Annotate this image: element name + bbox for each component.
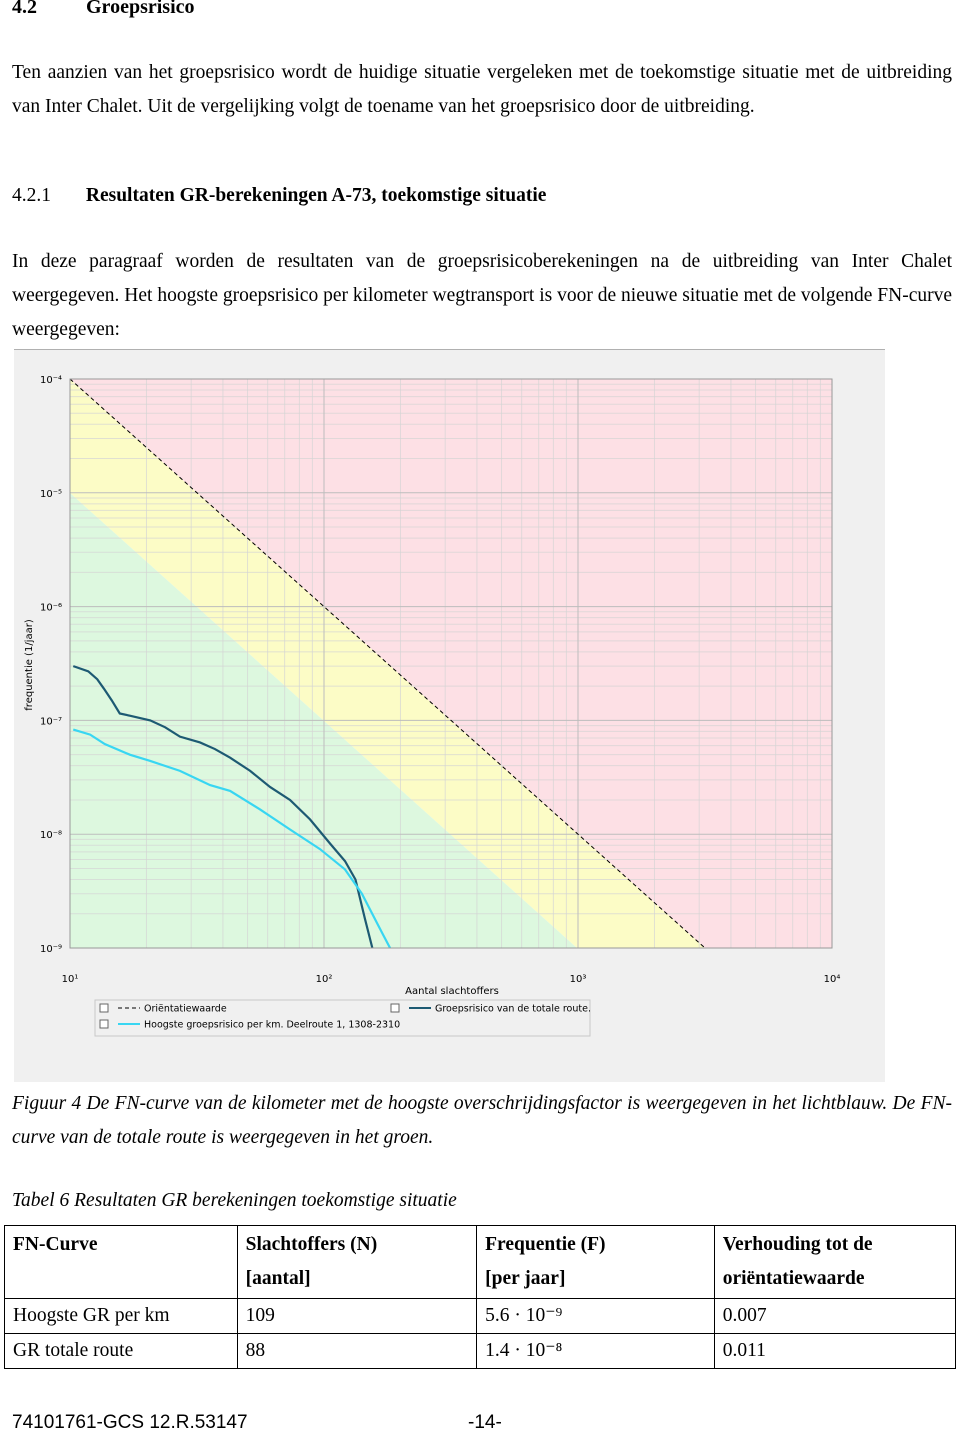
- header-line: Frequentie (F): [485, 1234, 606, 1255]
- x-tick-label: 10⁴: [824, 974, 841, 985]
- legend-checkbox: [390, 1003, 400, 1013]
- legend-label: Hoogste groepsrisico per km. Deelroute 1…: [144, 1020, 400, 1031]
- legend-checkbox: [99, 1003, 109, 1013]
- paragraph: In deze paragraaf worden de resultaten v…: [12, 251, 952, 340]
- x-axis-label: Aantal slachtoffers: [405, 986, 499, 997]
- legend: Oriëntatiewaarde Groepsrisico van de tota…: [99, 1003, 591, 1031]
- grid: [69, 378, 833, 949]
- table-cell: 109: [236, 1298, 478, 1334]
- figure-caption: Figuur 4 De FN-curve van de kilometer me…: [12, 1093, 952, 1148]
- x-tick-label: 10³: [570, 974, 587, 985]
- header-cell: Verhouding tot de oriëntatiewaarde: [713, 1225, 957, 1299]
- table-cell: GR totale route: [4, 1333, 238, 1369]
- header-row: FN-Curve Slachtoffers (N) [aantal] Frequent…: [4, 1225, 957, 1299]
- zone-red: [70, 379, 832, 948]
- table-cell: 0.007: [713, 1298, 957, 1334]
- x-tick-label: 10²: [316, 974, 333, 985]
- table-body: FN-Curve Slachtoffers (N) [aantal] Frequent…: [4, 1225, 957, 1369]
- table-row: Hoogste GR per km 109 5.6 · 10⁻⁹ 0.007: [4, 1298, 957, 1334]
- section-number: 4.2: [12, 0, 37, 18]
- header-line: Verhouding tot de: [722, 1234, 873, 1255]
- section-heading: 4.2 Groepsrisico: [12, 0, 195, 19]
- table-cell: Hoogste GR per km: [4, 1298, 238, 1334]
- header-line: [aantal]: [245, 1268, 311, 1289]
- legend-box: [94, 999, 591, 1037]
- plot: [69, 378, 706, 949]
- table-row: GR totale route 88 1.4 · 10⁻⁸ 0.011: [4, 1333, 957, 1369]
- header-line: Slachtoffers (N): [245, 1234, 378, 1255]
- table-cell: 5.6 · 10⁻⁹: [476, 1298, 715, 1334]
- header-cell: Frequentie (F) [per jaar]: [476, 1225, 715, 1299]
- intro: Ten aanzien van het groepsrisico wordt d…: [12, 62, 952, 117]
- legend-label: Groepsrisico van de totale route.: [435, 1004, 591, 1015]
- y-axis-label: frequentie (1/jaar): [24, 619, 35, 711]
- header-line: FN-Curve: [13, 1234, 98, 1255]
- table-cell: 88: [236, 1333, 478, 1369]
- y-tick-label: 10⁻⁵: [40, 489, 62, 500]
- subsection-number: 4.2.1: [12, 185, 51, 206]
- y-tick-label: 10⁻⁶: [40, 603, 62, 614]
- table-cell: 1.4 · 10⁻⁸: [476, 1333, 715, 1369]
- series-line: [69, 378, 706, 949]
- table-cell: 0.011: [713, 1333, 957, 1369]
- table-caption: Tabel 6 Resultaten GR berekeningen toeko…: [12, 1190, 457, 1211]
- legend-label: Oriëntatiewaarde: [144, 1004, 227, 1015]
- chart: frequentie (1/jaar) Aantal slachtoffers …: [14, 349, 885, 1082]
- series-line: [72, 728, 392, 949]
- x-tick-label: 10¹: [62, 974, 79, 985]
- section-title: Groepsrisico: [86, 0, 195, 18]
- header-line: [per jaar]: [485, 1268, 566, 1289]
- legend-checkbox: [99, 1019, 109, 1029]
- subsection-heading: 4.2.1 Resultaten GR-berekeningen A-73, t…: [12, 185, 546, 207]
- header-cell: Slachtoffers (N) [aantal]: [236, 1225, 478, 1299]
- y-tick-label: 10⁻⁷: [40, 716, 62, 727]
- plot-border: [69, 378, 833, 949]
- y-tick-label: 10⁻⁹: [40, 944, 62, 955]
- footer-page: -14-: [468, 1412, 502, 1433]
- footer-left: 74101761-GCS 12.R.53147: [12, 1412, 248, 1433]
- y-tick-label: 10⁻⁸: [40, 830, 62, 841]
- series-line: [72, 665, 374, 949]
- results-table: FN-Curve Slachtoffers (N) [aantal] Frequent…: [4, 1225, 957, 1369]
- subsection-title: Resultaten GR-berekeningen A-73, toekoms…: [85, 185, 547, 206]
- header-cell: FN-Curve: [4, 1225, 238, 1299]
- header-line: oriëntatiewaarde: [722, 1268, 865, 1289]
- y-tick-label: 10⁻⁴: [40, 375, 62, 386]
